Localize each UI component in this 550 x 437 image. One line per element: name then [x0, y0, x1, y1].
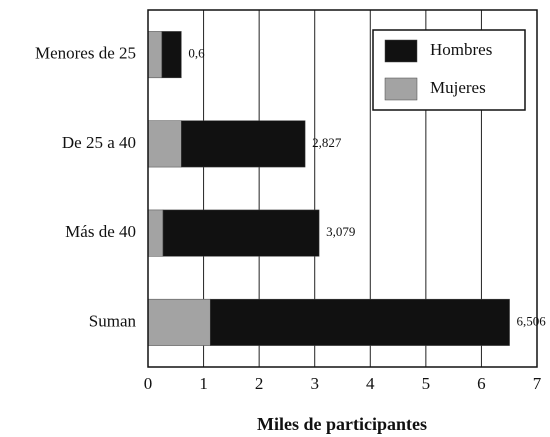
x-tick-label: 5	[422, 374, 431, 393]
x-tick-label: 0	[144, 374, 153, 393]
y-tick-label: Suman	[89, 311, 137, 330]
y-tick-label: De 25 a 40	[62, 133, 136, 152]
x-tick-label: 7	[533, 374, 542, 393]
x-tick-label: 1	[199, 374, 208, 393]
bar-segment	[147, 31, 163, 79]
x-axis-title: Miles de participantes	[257, 414, 427, 434]
bar-segment	[147, 209, 164, 257]
bar-segment	[161, 31, 182, 79]
plot-frame	[147, 9, 538, 368]
total-label: 0,6	[188, 46, 205, 61]
bar-segment	[147, 298, 211, 346]
y-tick-label: Más de 40	[65, 222, 136, 241]
legend-label: Hombres	[430, 40, 492, 59]
total-label: 3,079	[326, 224, 355, 239]
bar-segment	[209, 298, 510, 346]
x-tick-label: 4	[366, 374, 375, 393]
legend-swatch	[384, 77, 418, 101]
total-label: 6,506	[517, 313, 547, 328]
bar-segment	[181, 120, 306, 168]
legend-label: Mujeres	[430, 78, 486, 97]
bar-segment	[162, 209, 320, 257]
x-tick-label: 3	[310, 374, 319, 393]
legend-swatch	[384, 39, 418, 63]
x-tick-label: 6	[477, 374, 486, 393]
bar-segment	[147, 120, 182, 168]
total-label: 2,827	[312, 135, 342, 150]
x-tick-label: 2	[255, 374, 264, 393]
y-tick-label: Menores de 25	[35, 44, 136, 63]
